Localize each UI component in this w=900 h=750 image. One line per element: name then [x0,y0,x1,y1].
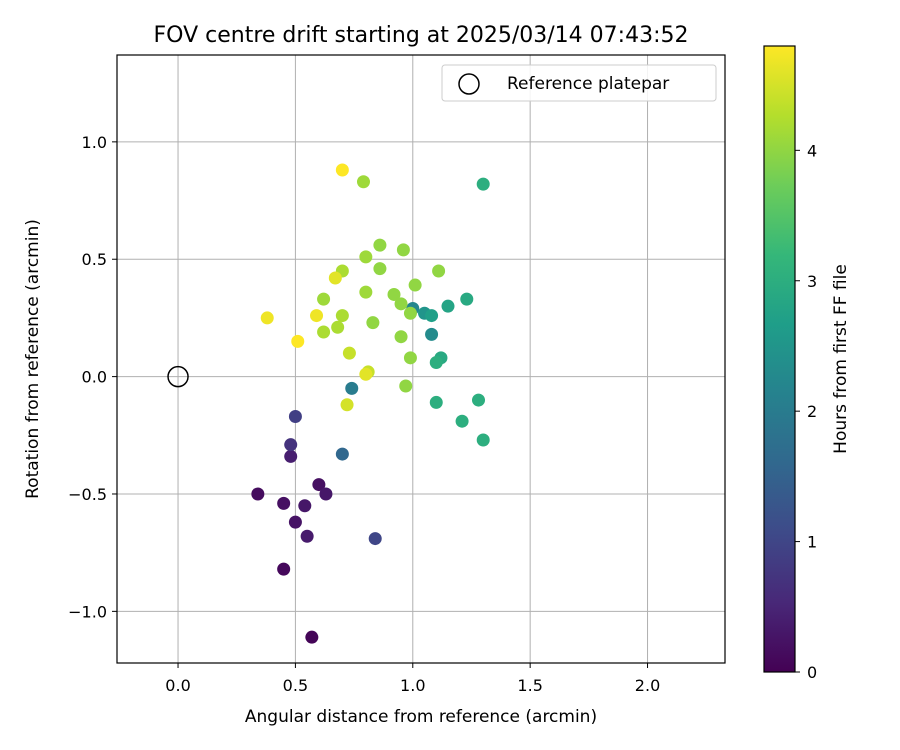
colorbar-ticks: 0 1 2 3 4 [795,141,817,682]
axis-ticks: 0.0 0.5 1.0 1.5 2.0 −1.0 −0.5 0.0 0.5 1.0 [68,133,660,695]
x-tick-label: 2.0 [635,676,660,695]
data-point [317,292,331,306]
x-tick-label: 0.0 [165,676,190,695]
data-point [291,334,305,348]
data-point [335,447,349,461]
colorbar-label: Hours from first FF file [831,264,851,454]
data-point [373,262,387,276]
data-point [387,287,401,301]
data-point [277,496,291,510]
colorbar-tick-label: 0 [807,663,817,682]
data-point [342,346,356,360]
y-tick-label: −0.5 [68,485,107,504]
data-point [460,292,474,306]
data-point [310,309,324,323]
data-point [403,306,417,320]
data-point [300,529,314,543]
data-point [298,499,312,513]
data-point [429,356,443,370]
data-point [317,325,331,339]
x-tick-label: 0.5 [283,676,308,695]
data-point [284,438,298,452]
data-point [373,238,387,252]
y-tick-label: 0.0 [82,368,107,387]
reference-platepar-marker [167,365,189,388]
data-point [403,351,417,365]
data-point [251,487,265,501]
x-tick-label: 1.5 [517,676,542,695]
data-point [359,367,373,381]
data-point [476,433,490,447]
data-point [394,330,408,344]
data-point [288,410,302,424]
data-point [359,250,373,264]
data-point [396,243,410,257]
reference-marker-layer [167,365,189,388]
data-point [335,309,349,323]
data-point [399,379,413,393]
data-point [408,278,422,292]
colorbar-tick-label: 1 [807,533,817,552]
colorbar-tick-label: 3 [807,272,817,291]
data-point [305,630,319,644]
data-point [455,414,469,428]
legend-label: Reference platepar [507,74,669,94]
x-axis-label: Angular distance from reference (arcmin) [245,707,597,727]
data-point [472,393,486,407]
x-tick-label: 1.0 [400,676,425,695]
data-point [425,309,439,323]
data-point [288,515,302,529]
data-point [277,562,291,576]
data-point [284,449,298,463]
data-point [340,398,354,412]
legend: Reference platepar [441,64,717,102]
data-point [441,299,455,313]
data-point [319,487,333,501]
colorbar-tick-label: 2 [807,402,817,421]
data-point [368,532,382,546]
y-tick-label: 1.0 [82,133,107,152]
chart-title: FOV centre drift starting at 2025/03/14 … [154,23,689,48]
scatter-points [251,163,490,644]
data-point [425,327,439,341]
data-point [359,285,373,299]
data-point [335,163,349,177]
data-point [345,381,359,395]
colorbar-tick-label: 4 [807,141,817,160]
grid [117,55,725,663]
data-point [312,478,326,492]
data-point [432,264,446,278]
legend-reference-marker [458,73,480,95]
legend-box [441,64,717,102]
y-axis-label: Rotation from reference (arcmin) [23,219,43,499]
colorbar-gradient [763,45,796,673]
data-point [328,271,342,285]
data-point [356,175,370,189]
data-point [366,316,380,330]
data-point [394,297,408,311]
plot-frame [116,54,726,664]
data-point [476,177,490,191]
y-tick-label: −1.0 [68,602,107,621]
data-point [429,395,443,409]
data-point [331,320,345,334]
colorbar: 0 1 2 3 4 Hours from first FF file [763,45,851,682]
data-point [260,311,274,325]
y-tick-label: 0.5 [82,250,107,269]
